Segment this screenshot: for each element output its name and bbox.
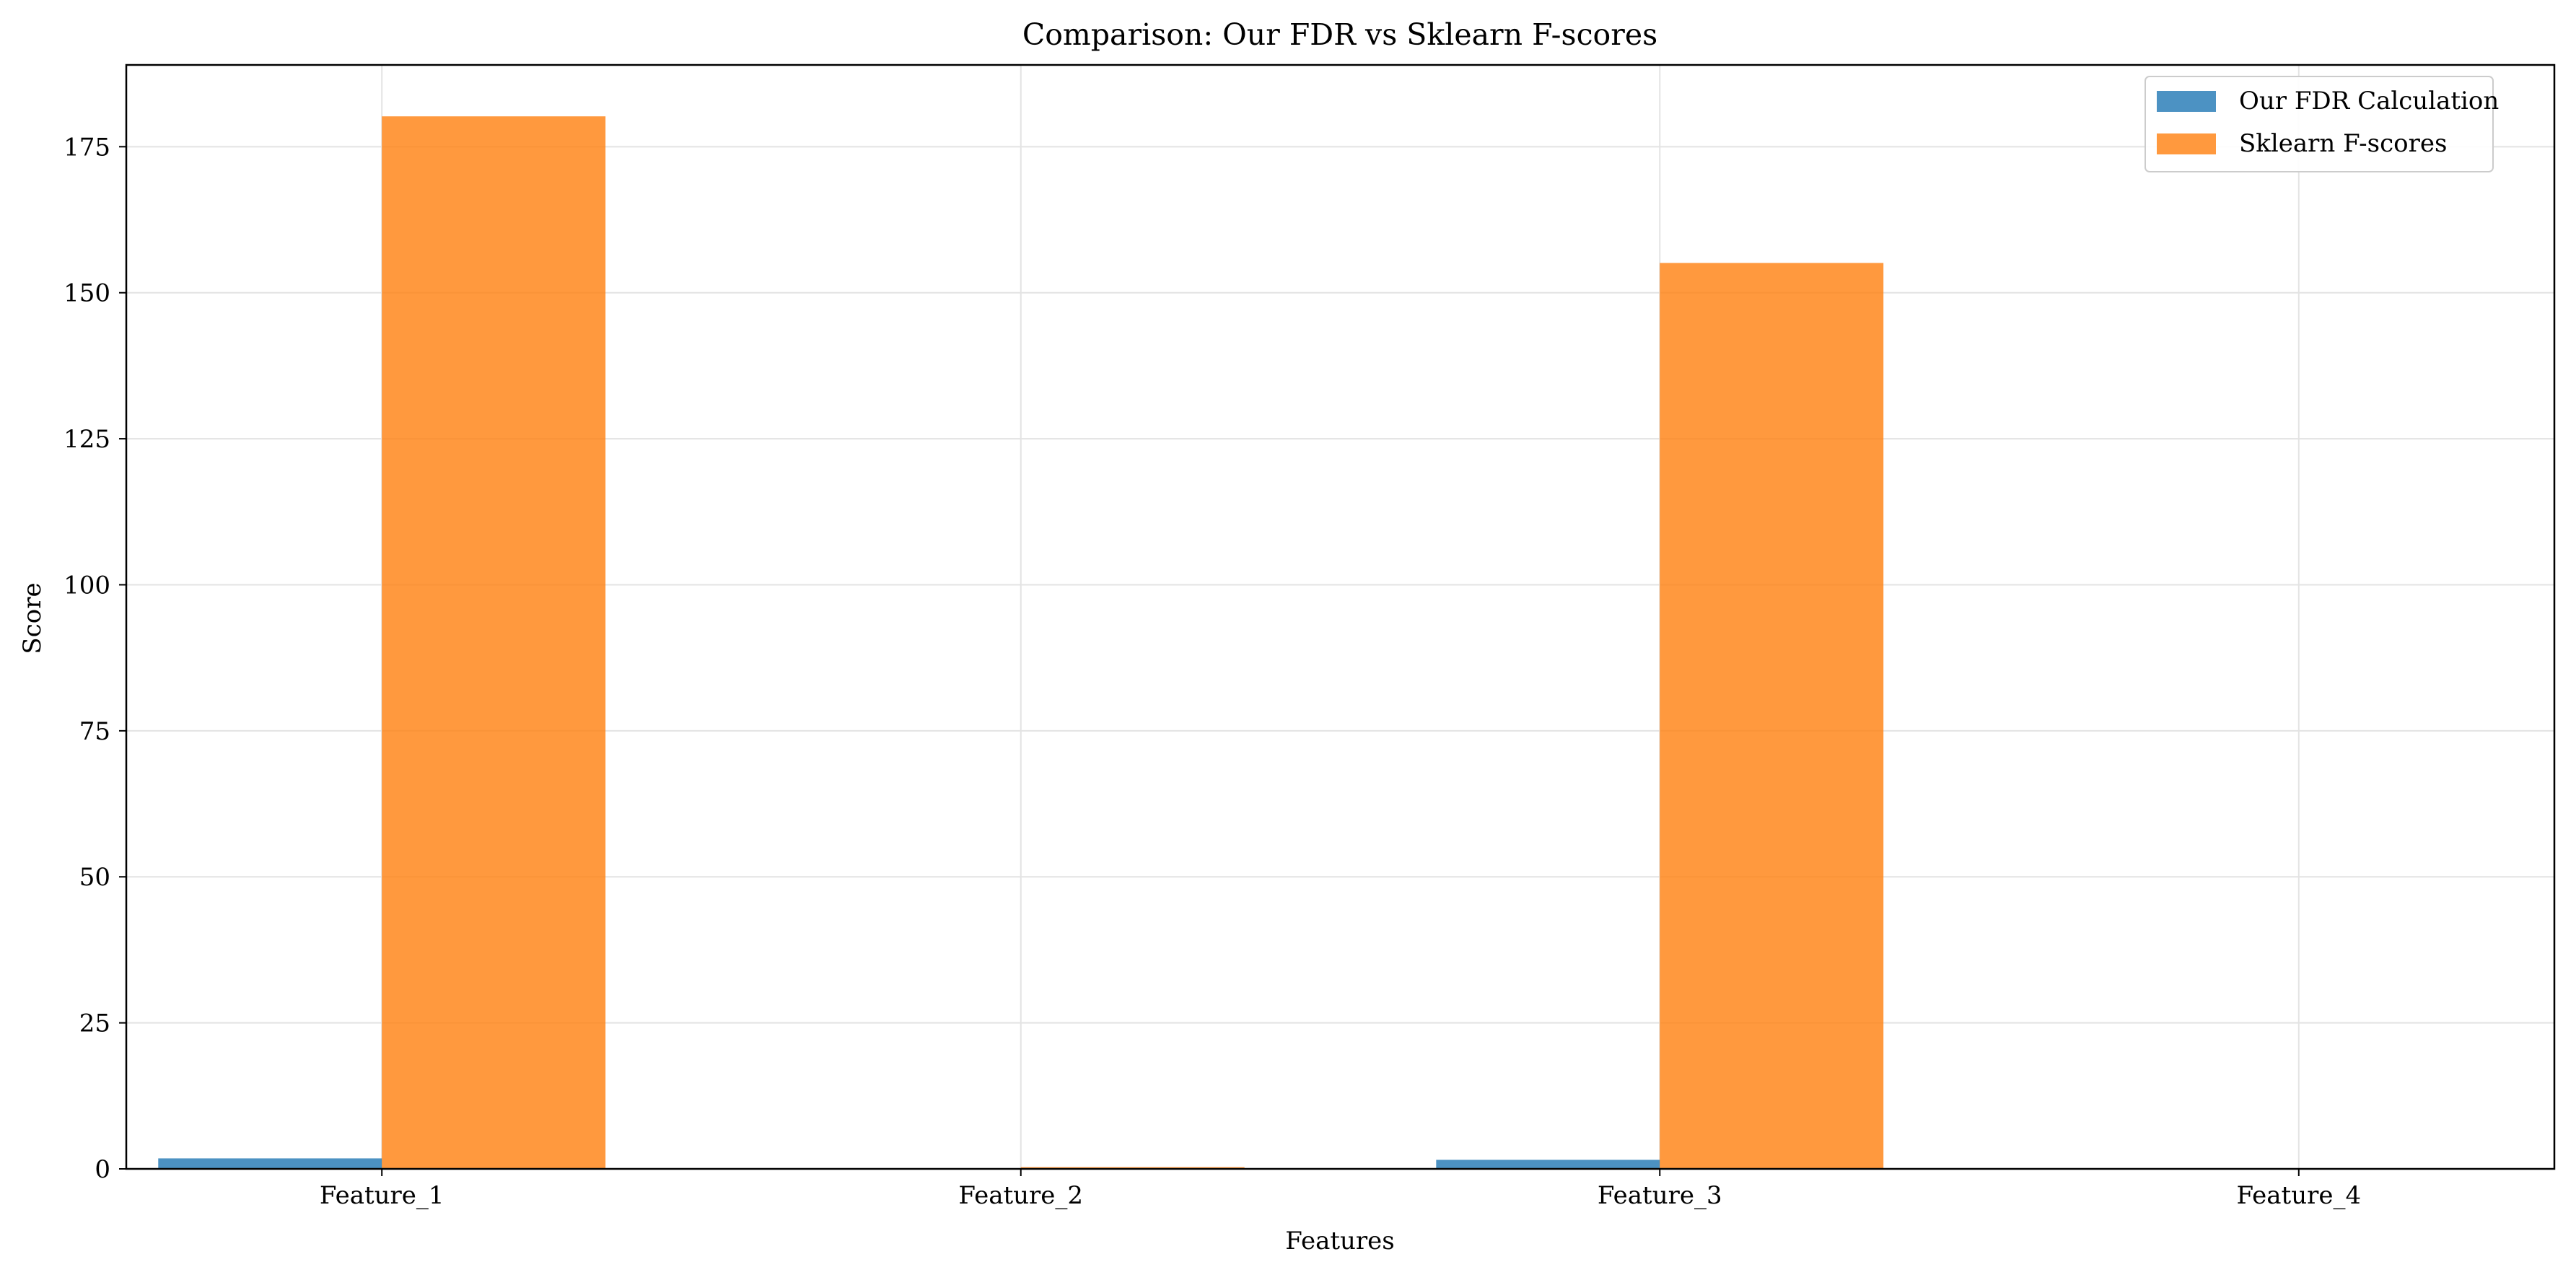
y-tick-label: 175 [63, 133, 110, 162]
legend-swatch-our-fdr [2157, 91, 2216, 112]
legend: Our FDR Calculation Sklearn F-scores [2145, 76, 2499, 172]
y-tick-label: 125 [63, 425, 110, 454]
bar-sklearn-feature-1 [382, 116, 605, 1169]
x-tick-label: Feature_2 [958, 1181, 1083, 1210]
bar-our-fdr-feature-3 [1436, 1160, 1660, 1169]
y-tick-label: 50 [79, 863, 110, 892]
legend-swatch-sklearn [2157, 133, 2216, 154]
x-tick-label: Feature_1 [320, 1181, 444, 1210]
y-axis-label: Score [18, 582, 47, 654]
x-tick-label: Feature_4 [2236, 1181, 2361, 1210]
chart-title: Comparison: Our FDR vs Sklearn F-scores [1022, 17, 1657, 52]
x-axis-label: Features [1285, 1227, 1395, 1255]
y-tick-label: 75 [79, 717, 110, 746]
y-tick-label: 100 [63, 571, 110, 600]
bar-our-fdr-feature-1 [158, 1158, 382, 1169]
y-tick-label: 150 [63, 279, 110, 308]
y-tick-label: 25 [79, 1009, 110, 1038]
bar-sklearn-feature-3 [1660, 263, 1883, 1169]
legend-label-our-fdr: Our FDR Calculation [2239, 87, 2499, 115]
x-tick-label: Feature_3 [1598, 1181, 1722, 1210]
y-tick-label: 0 [95, 1155, 110, 1184]
legend-label-sklearn: Sklearn F-scores [2239, 129, 2447, 158]
